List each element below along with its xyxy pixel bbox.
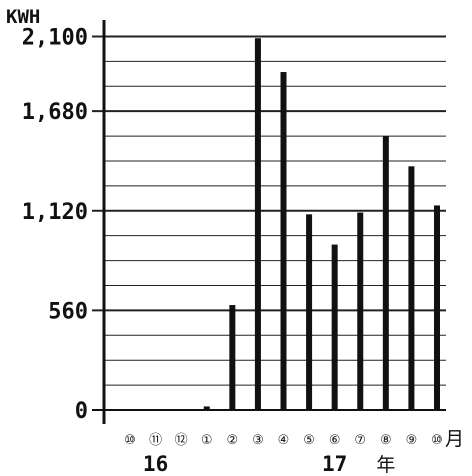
x-tick-label: ② xyxy=(227,433,239,448)
year-label: 17 xyxy=(322,452,347,476)
year-label: 年 xyxy=(376,454,395,476)
x-tick-label: ⑫ xyxy=(175,433,188,448)
y-tick-label: 0 xyxy=(75,399,88,424)
y-tick-label: 1,680 xyxy=(22,100,88,125)
bars xyxy=(203,38,440,411)
bar xyxy=(331,244,338,410)
year-labels: 16 17 年 xyxy=(143,452,395,476)
x-tick-label: ⑨ xyxy=(406,433,418,448)
x-tick-label: ⑧ xyxy=(380,433,392,448)
y-tick-labels: 0 560 1,120 1,680 2,100 xyxy=(22,25,88,424)
x-tick-label: ⑩ xyxy=(431,433,443,448)
x-tick-label: ⑤ xyxy=(303,433,315,448)
y-tick-label: 1,120 xyxy=(22,200,88,225)
bar xyxy=(306,214,313,410)
bar xyxy=(357,212,364,410)
x-tick-label: ⑩ xyxy=(124,433,136,448)
x-tick-label: ⑪ xyxy=(149,433,162,448)
x-unit-label: 月 xyxy=(445,428,464,450)
grid-lines xyxy=(92,35,446,386)
y-tick-label: 2,100 xyxy=(22,25,88,50)
y-tick-label: 560 xyxy=(48,299,88,324)
x-tick-label: ③ xyxy=(252,433,264,448)
x-tick-label: ⑦ xyxy=(354,433,366,448)
bar xyxy=(229,305,236,410)
y-axis-label: KWH xyxy=(6,6,40,28)
x-tick-label: ④ xyxy=(278,433,290,448)
bar xyxy=(280,72,287,410)
x-tick-label: ① xyxy=(201,433,213,448)
year-label: 16 xyxy=(143,452,168,476)
bar xyxy=(203,406,210,410)
bar xyxy=(254,38,261,411)
bar xyxy=(408,166,415,410)
bar xyxy=(382,136,389,410)
bar xyxy=(434,205,440,410)
x-tick-label: ⑥ xyxy=(329,433,341,448)
